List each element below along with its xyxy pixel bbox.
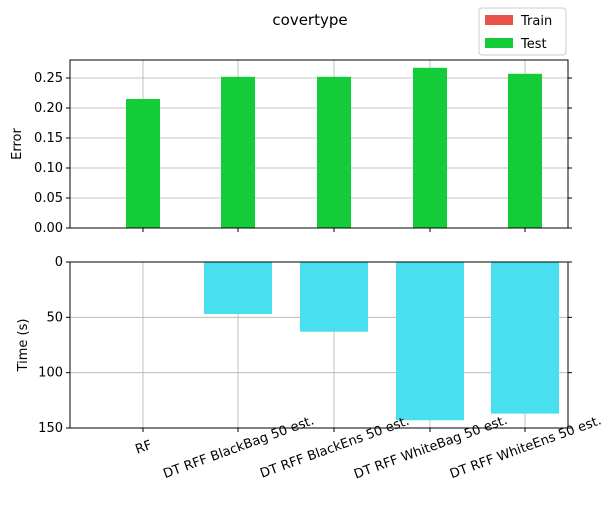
legend: Train Test (478, 7, 567, 56)
time-ytick-label: 150 (38, 421, 63, 436)
time-bars (204, 262, 559, 421)
legend-label-train: Train (520, 14, 552, 29)
test-bar (317, 76, 351, 228)
test-bar (508, 73, 542, 228)
error-axis-label: Error (10, 128, 25, 160)
error-ytick-label: 0.20 (34, 101, 63, 116)
error-axes: 0.00 0.05 0.10 0.15 0.20 0.25 Error (10, 59, 572, 236)
time-ytick-label: 0 (55, 255, 63, 270)
test-bar (221, 76, 255, 228)
chart-title: covertype (272, 11, 347, 29)
legend-swatch-train (485, 15, 513, 25)
time-ytick-label: 100 (38, 366, 63, 381)
error-yticks: 0.00 0.05 0.10 0.15 0.20 0.25 (34, 71, 572, 236)
time-axis-label: Time (s) (16, 319, 31, 373)
time-bar (491, 262, 559, 414)
legend-swatch-test (485, 38, 513, 48)
test-bar (126, 99, 160, 228)
category-label: DT RFF WhiteEns 50 est. (448, 413, 604, 482)
category-label: DT RFF BlackBag 50 est. (161, 413, 316, 482)
legend-label-test: Test (520, 37, 547, 52)
category-label: DT RFF WhiteBag 50 est. (352, 413, 509, 482)
time-axes: 0 50 100 150 Time (s) (16, 255, 572, 436)
error-ytick-label: 0.00 (34, 221, 63, 236)
time-bar (300, 262, 368, 332)
error-ytick-label: 0.15 (34, 131, 63, 146)
time-yticks: 0 50 100 150 (38, 255, 572, 436)
time-bar (396, 262, 464, 421)
time-axes-frame (69, 261, 569, 429)
error-axes-frame (69, 59, 569, 229)
test-bar (413, 67, 447, 228)
error-ytick-label: 0.10 (34, 161, 63, 176)
category-label: RF (133, 438, 154, 458)
error-ytick-label: 0.25 (34, 71, 63, 86)
time-bar (204, 262, 272, 315)
time-ytick-label: 50 (46, 310, 63, 325)
error-bars (126, 67, 542, 228)
error-ytick-label: 0.05 (34, 191, 63, 206)
category-labels: RF DT RFF BlackBag 50 est.DT RFF BlackEns… (133, 413, 603, 482)
